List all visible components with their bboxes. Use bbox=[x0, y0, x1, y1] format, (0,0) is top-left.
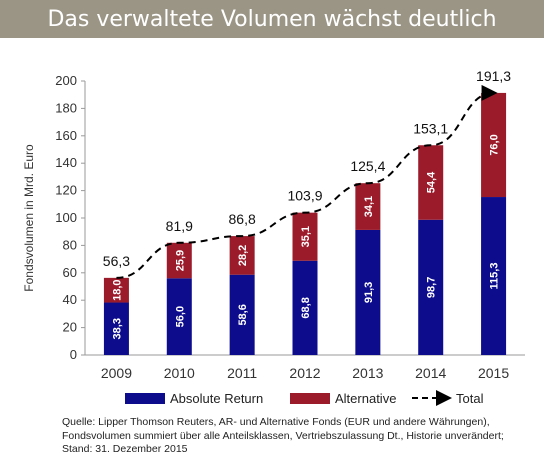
x-tick-label: 2009 bbox=[101, 365, 132, 381]
legend-label-total: Total bbox=[456, 391, 484, 406]
y-tick-label: 200 bbox=[55, 73, 77, 88]
y-tick-label: 20 bbox=[63, 320, 77, 335]
data-label-absolute-return: 98,7 bbox=[426, 277, 438, 298]
x-tick-label: 2011 bbox=[227, 365, 257, 381]
x-tick-label: 2015 bbox=[478, 365, 509, 381]
bar-absolute-return bbox=[355, 229, 381, 355]
data-label-total: 86,8 bbox=[229, 211, 256, 227]
stacked-bar-chart: 0 20 40 60 80 100 120 140 160 180 200 Fondsvolumen … bbox=[22, 68, 525, 406]
y-tick-label: 180 bbox=[55, 100, 77, 115]
y-tick-label: 40 bbox=[63, 292, 77, 307]
data-label-absolute-return: 38,3 bbox=[111, 318, 123, 339]
legend-label-alternative: Alternative bbox=[335, 391, 396, 406]
bar-alternative bbox=[166, 242, 192, 279]
legend-label-absolute-return: Absolute Return bbox=[170, 391, 263, 406]
caption-line-2: Fondsvolumen summiert über alle Anteilsk… bbox=[62, 429, 504, 442]
bar-alternative bbox=[355, 183, 381, 230]
data-label-absolute-return: 58,6 bbox=[237, 304, 249, 325]
x-tick-label: 2010 bbox=[164, 365, 195, 381]
bar-absolute-return bbox=[103, 302, 129, 355]
data-label-alternative: 35,1 bbox=[300, 226, 312, 247]
y-tick-label: 140 bbox=[55, 155, 77, 170]
legend-swatch-alternative bbox=[290, 393, 330, 404]
y-tick-label: 100 bbox=[55, 210, 77, 225]
x-tick-label: 2014 bbox=[415, 365, 446, 381]
data-label-total: 81,9 bbox=[166, 218, 193, 234]
bar-alternative bbox=[103, 277, 129, 303]
data-label-total: 125,4 bbox=[350, 158, 385, 174]
data-label-total: 103,9 bbox=[287, 188, 322, 204]
y-tick-label: 160 bbox=[55, 128, 77, 143]
x-tick-label: 2013 bbox=[352, 365, 383, 381]
y-tick-label: 60 bbox=[63, 265, 77, 280]
title-bar: Das verwaltete Volumen wächst deutlich bbox=[0, 0, 544, 38]
page-title: Das verwaltete Volumen wächst deutlich bbox=[47, 6, 497, 32]
data-label-alternative: 34,1 bbox=[363, 196, 375, 217]
data-label-absolute-return: 56,0 bbox=[174, 306, 186, 327]
legend-swatch-absolute-return bbox=[125, 393, 165, 404]
x-tick-label: 2012 bbox=[289, 365, 320, 381]
data-label-alternative: 25,9 bbox=[174, 250, 186, 271]
data-label-alternative: 76,0 bbox=[489, 134, 501, 155]
data-label-absolute-return: 68,8 bbox=[300, 297, 312, 318]
bar-alternative bbox=[229, 236, 255, 275]
y-tick-label: 80 bbox=[63, 237, 77, 252]
bar-alternative bbox=[418, 145, 444, 220]
bar-alternative bbox=[292, 212, 318, 261]
data-label-alternative: 18,0 bbox=[111, 279, 123, 300]
data-label-absolute-return: 91,3 bbox=[363, 282, 375, 303]
bar-absolute-return bbox=[481, 197, 507, 355]
bar-absolute-return bbox=[166, 278, 192, 355]
bar-absolute-return bbox=[229, 274, 255, 355]
data-label-absolute-return: 115,3 bbox=[489, 263, 501, 290]
data-label-alternative: 54,4 bbox=[426, 171, 438, 193]
bar-alternative bbox=[481, 92, 507, 198]
source-caption: Quelle: Lipper Thomson Reuters, AR- und … bbox=[62, 416, 542, 457]
y-tick-label: 0 bbox=[70, 347, 77, 362]
data-label-total: 191,3 bbox=[476, 68, 511, 84]
data-label-alternative: 28,2 bbox=[237, 245, 249, 266]
bar-absolute-return bbox=[418, 219, 444, 355]
caption-line-1: Quelle: Lipper Thomson Reuters, AR- und … bbox=[62, 416, 490, 428]
y-tick-label: 120 bbox=[55, 183, 77, 198]
y-axis-title: Fondsvolumen in Mrd. Euro bbox=[22, 144, 36, 292]
data-label-total: 56,3 bbox=[103, 253, 130, 269]
bar-absolute-return bbox=[292, 260, 318, 355]
caption-line-3: Stand: 31. Dezember 2015 bbox=[62, 443, 188, 455]
data-label-total: 153,1 bbox=[413, 120, 448, 136]
total-line bbox=[116, 84, 498, 279]
